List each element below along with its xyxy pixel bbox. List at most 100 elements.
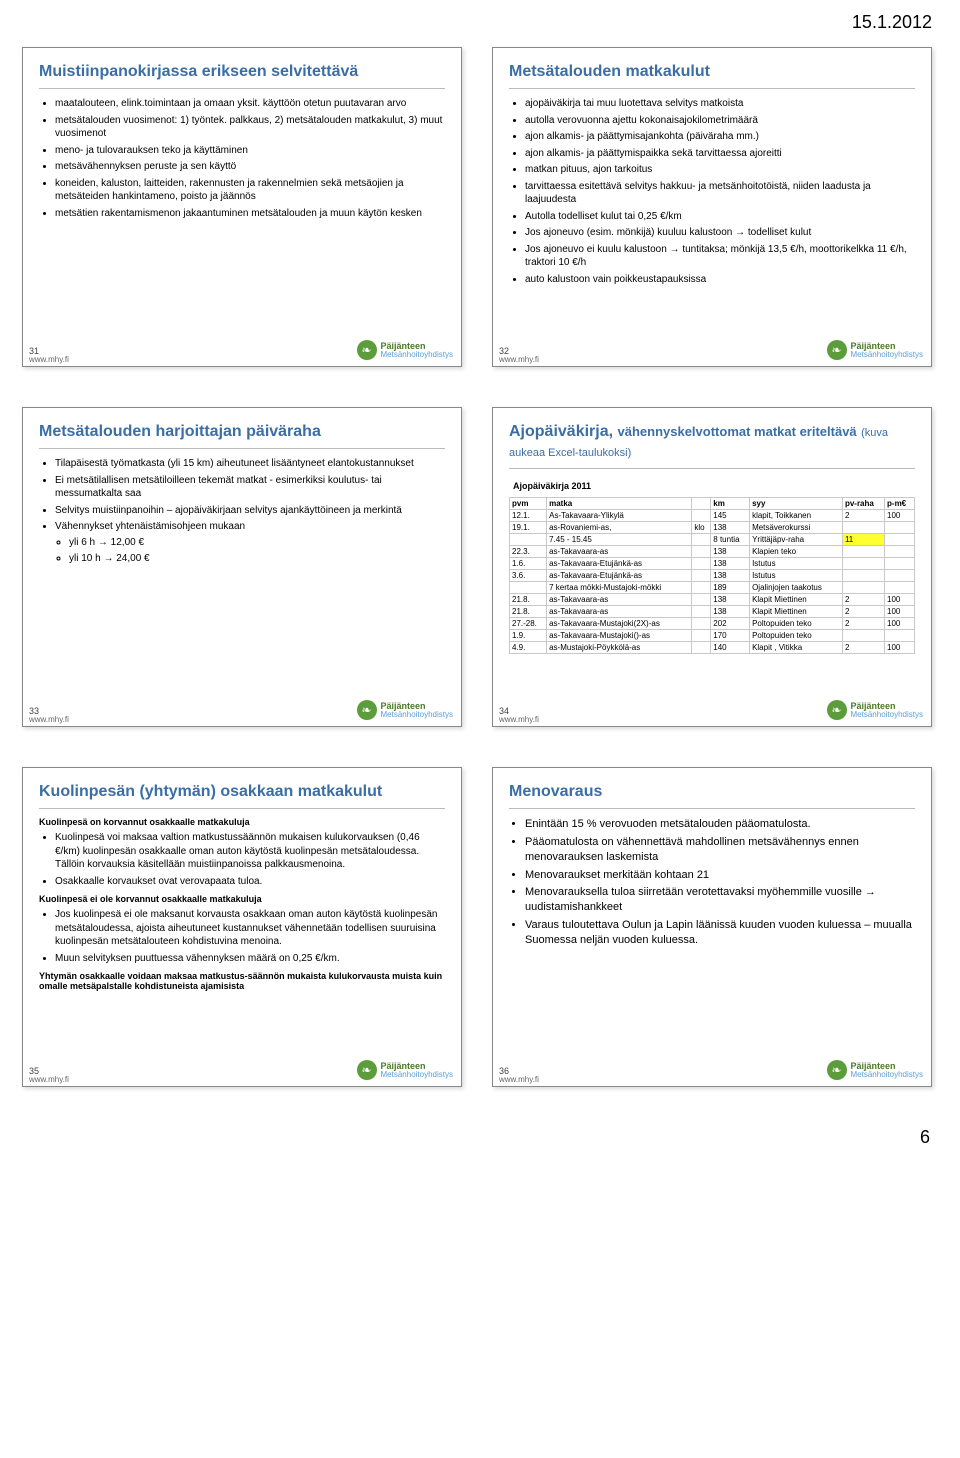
table-header: syy xyxy=(750,498,843,510)
table-cell xyxy=(842,558,884,570)
table-cell xyxy=(842,630,884,642)
table-header: matka xyxy=(547,498,692,510)
slide-33-title: Metsätalouden harjoittajan päiväraha xyxy=(39,422,445,449)
list-item: metsävähennyksen peruste ja sen käyttö xyxy=(55,160,445,174)
org-logo: ❧ Päijänteen Metsänhoitoyhdistys xyxy=(357,700,453,720)
slide-35: Kuolinpesän (yhtymän) osakkaan matkakulu… xyxy=(22,767,462,1087)
table-row: 21.8.as-Takavaara-as138Klapit Miettinen2… xyxy=(510,606,915,618)
table-cell xyxy=(842,582,884,594)
table-row: 22.3.as-Takavaara-as138Klapien teko xyxy=(510,546,915,558)
list-item: Menovarauksella tuloa siirretään verotet… xyxy=(525,885,915,915)
table-cell xyxy=(885,582,915,594)
site-url: www.mhy.fi xyxy=(29,715,69,724)
table-header: km xyxy=(711,498,750,510)
table-cell xyxy=(692,558,711,570)
leaf-icon: ❧ xyxy=(827,700,847,720)
slide-32-title: Metsätalouden matkakulut xyxy=(509,62,915,89)
table-cell: 138 xyxy=(711,570,750,582)
table-cell: as-Takavaara-Mustajoki(2X)-as xyxy=(547,618,692,630)
list-item: Ei metsätilallisen metsätiloilleen tekem… xyxy=(55,474,445,501)
list-item: Selvitys muistiinpanoihin – ajopäiväkirj… xyxy=(55,504,445,518)
table-cell: as-Rovaniemi-as, xyxy=(547,522,692,534)
list-item: Varaus tuloutettava Oulun ja Lapin lääni… xyxy=(525,918,915,948)
org-name: Päijänteen Metsänhoitoyhdistys xyxy=(381,342,453,359)
list-item: Tilapäisestä työmatkasta (yli 15 km) aih… xyxy=(55,457,445,471)
table-cell: as-Takavaara-as xyxy=(547,546,692,558)
list-item: metsätien rakentamismenon jakaantuminen … xyxy=(55,207,445,221)
table-cell: 7.45 - 15.45 xyxy=(547,534,692,546)
org-name-bot: Metsänhoitoyhdistys xyxy=(381,351,453,359)
slide-33-list: Tilapäisestä työmatkasta (yli 15 km) aih… xyxy=(39,457,445,566)
table-cell: 2 xyxy=(842,606,884,618)
table-cell xyxy=(692,594,711,606)
page-header-date: 15.1.2012 xyxy=(0,0,960,37)
table-cell: 11 xyxy=(842,534,884,546)
list-item: Osakkaalle korvaukset ovat verovapaata t… xyxy=(55,875,445,889)
table-row: 7.45 - 15.458 tuntiaYrittäjäpv-raha11 xyxy=(510,534,915,546)
table-cell xyxy=(692,618,711,630)
table-cell: as-Takavaara-as xyxy=(547,606,692,618)
table-cell: Poltopuiden teko xyxy=(750,618,843,630)
table-cell: 1.6. xyxy=(510,558,547,570)
table-cell: Istutus xyxy=(750,570,843,582)
list-item: Jos ajoneuvo ei kuulu kalustoon → tuntit… xyxy=(525,243,915,270)
leaf-icon: ❧ xyxy=(357,340,377,360)
slide-31-title: Muistiinpanokirjassa erikseen selvitettä… xyxy=(39,62,445,89)
table-row: 3.6.as-Takavaara-Etujänkä-as138Istutus xyxy=(510,570,915,582)
list-item: matkan pituus, ajon tarkoitus xyxy=(525,163,915,177)
table-cell: 100 xyxy=(885,510,915,522)
table-cell xyxy=(842,570,884,582)
slide-35-title: Kuolinpesän (yhtymän) osakkaan matkakulu… xyxy=(39,782,445,809)
list-item: Vähennykset yhtenäistämisohjeen mukaanyl… xyxy=(55,520,445,566)
table-cell: Klapit Miettinen xyxy=(750,594,843,606)
slide-row-2: Metsätalouden harjoittajan päiväraha Til… xyxy=(0,397,960,757)
list-item: yli 6 h → 12,00 € xyxy=(69,536,445,550)
table-cell: Istutus xyxy=(750,558,843,570)
table-cell xyxy=(885,558,915,570)
table-header: pvm xyxy=(510,498,547,510)
table-cell: 3.6. xyxy=(510,570,547,582)
table-cell xyxy=(692,534,711,546)
table-cell xyxy=(885,630,915,642)
table-cell: klapit, Toikkanen xyxy=(750,510,843,522)
table-cell xyxy=(885,522,915,534)
table-cell: as-Mustajoki-Pöykkölä-as xyxy=(547,642,692,654)
table-cell: 170 xyxy=(711,630,750,642)
list-item: maatalouteen, elink.toimintaan ja omaan … xyxy=(55,97,445,111)
slide-row-1: Muistiinpanokirjassa erikseen selvitettä… xyxy=(0,37,960,397)
table-cell: 100 xyxy=(885,618,915,630)
list-item: Pääomatulosta on vähennettävä mahdolline… xyxy=(525,835,915,865)
table-row: 21.8.as-Takavaara-as138Klapit Miettinen2… xyxy=(510,594,915,606)
table-cell xyxy=(510,534,547,546)
list-item: auto kalustoon vain poikkeustapauksissa xyxy=(525,273,915,287)
table-cell: 22.3. xyxy=(510,546,547,558)
table-cell: As-Takavaara-Ylikylä xyxy=(547,510,692,522)
org-name-bot: Metsänhoitoyhdistys xyxy=(381,1071,453,1079)
leaf-icon: ❧ xyxy=(357,700,377,720)
slide-32: Metsätalouden matkakulut ajopäiväkirja t… xyxy=(492,47,932,367)
table-cell xyxy=(692,642,711,654)
table-cell: 21.8. xyxy=(510,606,547,618)
org-name-bot: Metsänhoitoyhdistys xyxy=(851,1071,923,1079)
list-item: Autolla todelliset kulut tai 0,25 €/km xyxy=(525,210,915,224)
table-row: 27.-28.as-Takavaara-Mustajoki(2X)-as202P… xyxy=(510,618,915,630)
table-cell: Metsäverokurssi xyxy=(750,522,843,534)
slide-31: Muistiinpanokirjassa erikseen selvitettä… xyxy=(22,47,462,367)
table-cell xyxy=(885,534,915,546)
table-cell: 2 xyxy=(842,642,884,654)
leaf-icon: ❧ xyxy=(827,340,847,360)
table-cell: 19.1. xyxy=(510,522,547,534)
list-item: autolla verovuonna ajettu kokonaisajokil… xyxy=(525,114,915,128)
table-cell: Klapit , Vitikka xyxy=(750,642,843,654)
table-cell: Yrittäjäpv-raha xyxy=(750,534,843,546)
slide-31-list: maatalouteen, elink.toimintaan ja omaan … xyxy=(39,97,445,220)
table-cell: 100 xyxy=(885,606,915,618)
table-cell: as-Takavaara-Etujänkä-as xyxy=(547,558,692,570)
org-name: Päijänteen Metsänhoitoyhdistys xyxy=(851,342,923,359)
site-url: www.mhy.fi xyxy=(499,1075,539,1084)
table-cell: 100 xyxy=(885,642,915,654)
title-cont: vähennyskelvottomat matkat eriteltävä xyxy=(618,424,857,439)
site-url: www.mhy.fi xyxy=(29,1075,69,1084)
slide-34-title: Ajopäiväkirja, vähennyskelvottomat matka… xyxy=(509,422,915,469)
org-logo: ❧ Päijänteen Metsänhoitoyhdistys xyxy=(827,700,923,720)
